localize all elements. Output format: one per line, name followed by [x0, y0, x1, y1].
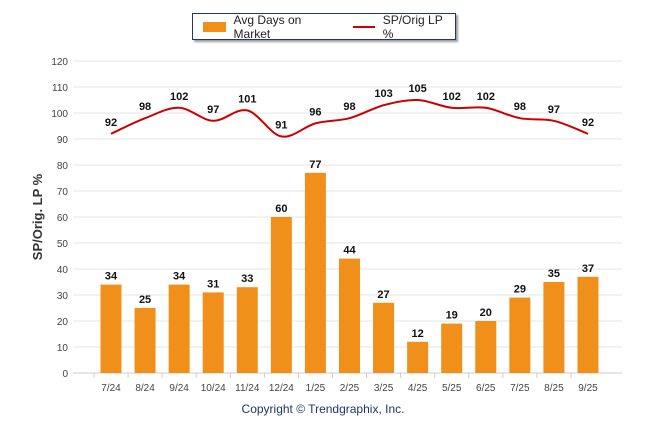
- x-tick-label: 8/24: [135, 383, 155, 394]
- bar: [100, 284, 122, 373]
- legend-bar-swatch: [203, 21, 226, 32]
- bar-data-label: 29: [514, 284, 526, 296]
- line-data-label: 98: [514, 101, 526, 113]
- y-tick-label: 60: [57, 213, 69, 224]
- x-tick-label: 7/24: [101, 383, 121, 394]
- legend-line-swatch: [353, 25, 375, 28]
- y-tick-label: 0: [62, 369, 68, 380]
- x-tick-label: 5/25: [442, 383, 462, 394]
- bar: [202, 292, 224, 373]
- bar: [509, 297, 531, 373]
- y-tick-label: 10: [57, 343, 69, 354]
- x-tick-label: 3/25: [374, 383, 394, 394]
- bar: [475, 321, 497, 373]
- x-tick-label: 4/25: [408, 383, 428, 394]
- x-tick-label: 10/24: [201, 383, 226, 394]
- copyright: Copyright © Trendgraphix, Inc.: [241, 402, 405, 416]
- line-data-label: 103: [374, 88, 392, 100]
- bar-data-label: 12: [412, 328, 424, 340]
- y-tick-label: 70: [57, 187, 69, 198]
- bar-data-label: 34: [105, 271, 118, 283]
- legend-bar-label: Avg Days on Market: [233, 12, 302, 41]
- bar-data-label: 25: [139, 294, 151, 306]
- bar-data-label: 60: [275, 203, 287, 215]
- x-tick-label: 12/24: [269, 383, 294, 394]
- line-data-label: 97: [207, 104, 219, 116]
- bar-data-label: 35: [548, 268, 560, 280]
- y-tick-label: 50: [57, 239, 69, 250]
- bar: [236, 287, 258, 373]
- y-tick-label: 20: [57, 317, 69, 328]
- line-data-label: 101: [238, 93, 256, 105]
- line-series: [110, 98, 589, 138]
- y-tick-label: 110: [52, 83, 68, 94]
- line-data-label: 92: [105, 117, 117, 129]
- y-tick-label: 100: [51, 109, 68, 120]
- bar-data-label: 19: [446, 310, 458, 322]
- bar-data-label: 33: [241, 273, 253, 285]
- line-data-label: 105: [408, 83, 426, 95]
- line-data-label: 102: [443, 91, 461, 103]
- x-tick-label: 1/25: [306, 383, 326, 394]
- y-tick-label: 40: [57, 265, 69, 276]
- bar: [304, 172, 326, 373]
- line-data-label: 102: [170, 91, 188, 103]
- y-axis-title: SP/Orig. LP %: [30, 173, 45, 260]
- bar-data-label: 20: [480, 307, 492, 319]
- line-data-label: 96: [309, 106, 321, 118]
- x-tick-label: 8/25: [544, 383, 564, 394]
- y-tick-label: 80: [57, 161, 69, 172]
- legend-line-label: SP/Orig LP %: [382, 12, 443, 41]
- y-tick-label: 30: [57, 291, 69, 302]
- bar: [373, 302, 395, 373]
- bar: [577, 276, 599, 373]
- bar-data-label: 77: [309, 159, 321, 171]
- bar-data-label: 31: [207, 278, 219, 290]
- x-tick-label: 9/25: [578, 383, 598, 394]
- line-data-label: 98: [139, 101, 151, 113]
- bar: [134, 308, 156, 373]
- bar-data-label: 37: [582, 263, 594, 275]
- x-tick-label: 2/25: [340, 383, 360, 394]
- line-data-label: 92: [582, 117, 594, 129]
- bar: [543, 282, 565, 373]
- bar-data-label: 34: [173, 271, 186, 283]
- legend: Avg Days on Market SP/Orig LP %: [192, 12, 456, 41]
- x-tick-label: 11/24: [235, 383, 260, 394]
- bar: [168, 284, 190, 373]
- bar: [270, 217, 292, 373]
- line-data-label: 102: [477, 91, 495, 103]
- line-data-label: 98: [343, 101, 355, 113]
- bar-data-label: 44: [343, 245, 356, 257]
- line-data-label: 91: [275, 119, 287, 131]
- bar: [338, 258, 360, 373]
- x-tick-label: 9/24: [169, 383, 189, 394]
- y-tick-label: 120: [51, 57, 68, 68]
- y-tick-label: 90: [57, 135, 69, 146]
- bar-data-label: 27: [377, 289, 389, 301]
- bar: [441, 323, 463, 373]
- line-data-label: 97: [548, 104, 560, 116]
- x-tick-label: 6/25: [476, 383, 496, 394]
- x-tick-label: 7/25: [510, 383, 530, 394]
- bar: [407, 341, 429, 373]
